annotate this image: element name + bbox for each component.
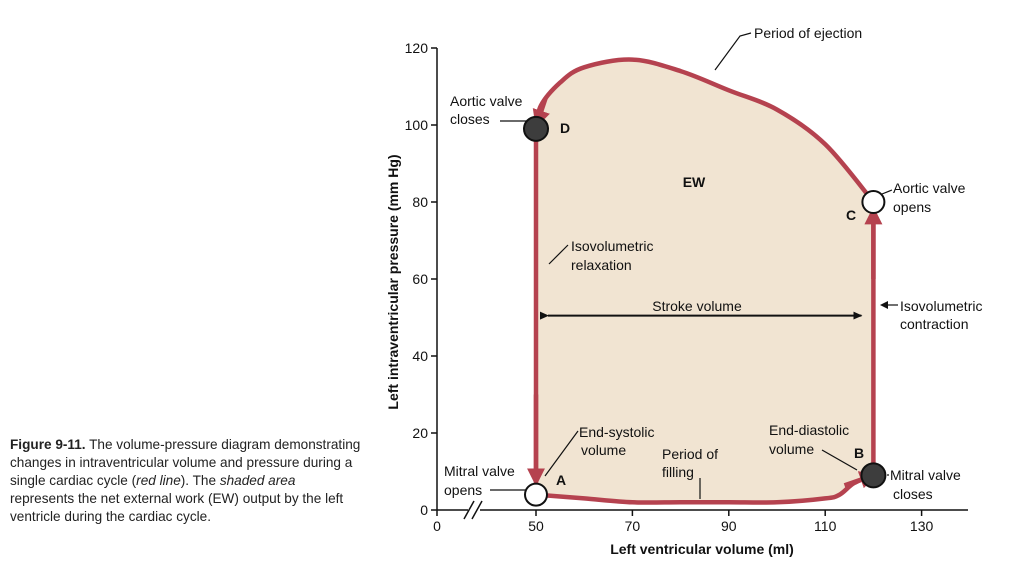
x-tick-label: 110 (814, 518, 837, 534)
x-tick-label: 0 (433, 518, 441, 534)
leader-aortic-opens (881, 189, 893, 195)
leader-relaxation (548, 244, 569, 265)
caption-text-2: ). The (180, 473, 220, 488)
aortic-closes-line-1: Aortic valve (450, 93, 523, 109)
y-tick-label: 100 (405, 117, 429, 133)
figure-caption: Figure 9-11. The volume-pressure diagram… (10, 436, 362, 526)
point-a-marker (524, 482, 548, 507)
mitral-closes-label: Mitral valve closes (890, 467, 965, 502)
y-tick-label: 40 (412, 348, 428, 364)
caption-italic-1: red line (136, 473, 181, 488)
contraction-line-1: Isovolumetric (900, 298, 982, 314)
aortic-opens-line-2: opens (893, 199, 931, 215)
mitral-closes-line-1: Mitral valve (890, 467, 961, 483)
relaxation-line-1: Isovolumetric (571, 238, 653, 254)
x-tick-label: 50 (528, 518, 544, 534)
figure-label: Figure 9-11. (10, 437, 86, 452)
x-axis-title: Left ventricular volume (ml) (610, 541, 794, 557)
isovolumetric-relaxation-label: Isovolumetric relaxation (571, 238, 657, 273)
period-of-ejection-label: Period of ejection (754, 25, 862, 41)
aortic-opens-line-1: Aortic valve (893, 180, 966, 196)
point-a-label: A (556, 472, 566, 488)
filling-line-1: Period of (662, 446, 718, 462)
point-d-marker (523, 115, 549, 142)
x-tick-label: 90 (721, 518, 737, 534)
leader-end-systolic (544, 430, 579, 477)
caption-italic-2: shaded area (219, 473, 296, 488)
end-systolic-volume-label: End-systolic volume (579, 424, 658, 458)
aortic-closes-label: Aortic valve closes (450, 93, 526, 127)
x-ticks: 0 50 70 90 110 130 (433, 510, 933, 534)
contraction-line-2: contraction (900, 316, 968, 332)
point-c-marker (861, 190, 886, 214)
y-ticks: 0 20 40 60 80 100 120 (405, 40, 437, 518)
caption-text-3: represents the net external work (EW) ou… (10, 491, 344, 524)
end-systolic-line-1: End-systolic (579, 424, 654, 440)
mitral-opens-label: Mitral valve opens (444, 463, 519, 498)
aortic-opens-label: Aortic valve opens (893, 180, 969, 215)
caption-text-1: The volume-pressure diagram demonstratin… (10, 437, 361, 488)
ew-label: EW (683, 174, 706, 190)
y-tick-label: 20 (412, 425, 428, 441)
leader-contraction-head (880, 301, 888, 309)
leader-ejection (714, 32, 752, 71)
x-tick-label: 130 (910, 518, 934, 534)
mitral-closes-line-2: closes (893, 486, 933, 502)
end-diastolic-line-1: End-diastolic (769, 422, 849, 438)
filling-line-2: filling (662, 464, 694, 480)
point-d-label: D (560, 120, 570, 136)
period-of-filling-label: Period of filling (662, 446, 722, 480)
x-axis-break (463, 500, 483, 520)
mitral-opens-line-1: Mitral valve (444, 463, 515, 479)
point-b-marker (860, 462, 887, 489)
aortic-closes-line-2: closes (450, 111, 490, 127)
y-tick-label: 60 (412, 271, 428, 287)
x-tick-label: 70 (625, 518, 641, 534)
isovolumetric-contraction-label: Isovolumetric contraction (900, 298, 986, 332)
y-axis-title: Left intraventricular pressure (mm Hg) (385, 154, 401, 409)
point-b-label: B (854, 445, 864, 461)
y-tick-label: 80 (412, 194, 428, 210)
stroke-volume-label: Stroke volume (652, 298, 742, 314)
mitral-opens-line-2: opens (444, 482, 482, 498)
relaxation-line-2: relaxation (571, 257, 632, 273)
y-tick-label: 0 (420, 502, 428, 518)
end-diastolic-line-2: volume (769, 441, 814, 457)
end-diastolic-volume-label: End-diastolic volume (769, 422, 853, 457)
external-work-area (536, 59, 874, 503)
leader-lines (490, 32, 898, 499)
end-systolic-line-2: volume (581, 442, 626, 458)
y-tick-label: 120 (405, 40, 429, 56)
leader-end-diastolic (821, 449, 858, 471)
point-markers (523, 115, 887, 507)
point-c-label: C (846, 207, 856, 223)
